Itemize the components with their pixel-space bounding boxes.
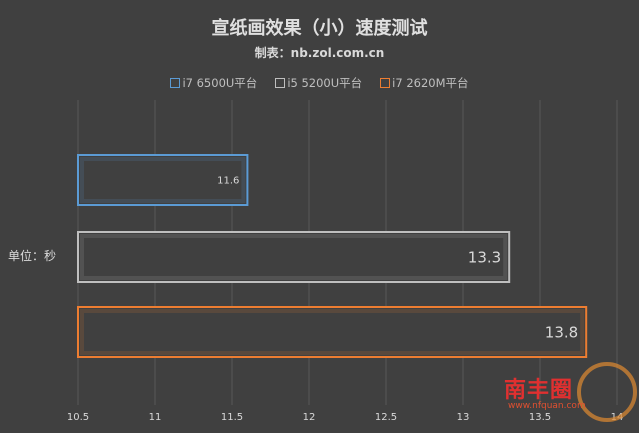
legend: i7 6500U平台 i5 5200U平台 i7 2620M平台 xyxy=(0,75,639,91)
x-tick-label: 11.5 xyxy=(221,412,243,423)
legend-item: i7 2620M平台 xyxy=(380,75,469,91)
x-tick-label: 11 xyxy=(149,412,162,423)
legend-item: i5 5200U平台 xyxy=(275,75,362,91)
legend-label: i5 5200U平台 xyxy=(287,76,363,90)
bar xyxy=(77,154,249,206)
legend-swatch xyxy=(275,78,286,88)
legend-swatch xyxy=(380,78,391,88)
y-axis-label: 单位：秒 xyxy=(8,249,57,263)
bar xyxy=(77,306,588,358)
legend-label: i7 6500U平台 xyxy=(182,76,258,90)
watermark-logo: 南丰圈 xyxy=(504,378,574,403)
legend-label: i7 2620M平台 xyxy=(392,76,469,90)
x-tick-label: 13 xyxy=(457,412,470,423)
bar-glow xyxy=(80,234,508,280)
data-label: 11.6 xyxy=(217,176,239,187)
x-tick-label: 10.5 xyxy=(67,412,89,423)
data-label: 13.8 xyxy=(545,323,578,341)
x-tick-label: 13.5 xyxy=(529,412,551,423)
watermark-ring xyxy=(577,362,637,422)
bar xyxy=(77,231,511,283)
bar-glow xyxy=(80,309,585,355)
watermark-url: www.nfquan.com xyxy=(508,401,586,411)
chart-subtitle: 制表：nb.zol.com.cn xyxy=(254,46,385,60)
data-label: 13.3 xyxy=(468,248,501,266)
x-tick-label: 12.5 xyxy=(375,412,397,423)
legend-item: i7 6500U平台 xyxy=(170,75,257,91)
chart-title: 宣纸画效果（小）速度测试 xyxy=(211,18,428,39)
x-tick-label: 12 xyxy=(303,412,316,423)
bar-glow xyxy=(80,157,246,203)
legend-swatch xyxy=(170,78,181,88)
